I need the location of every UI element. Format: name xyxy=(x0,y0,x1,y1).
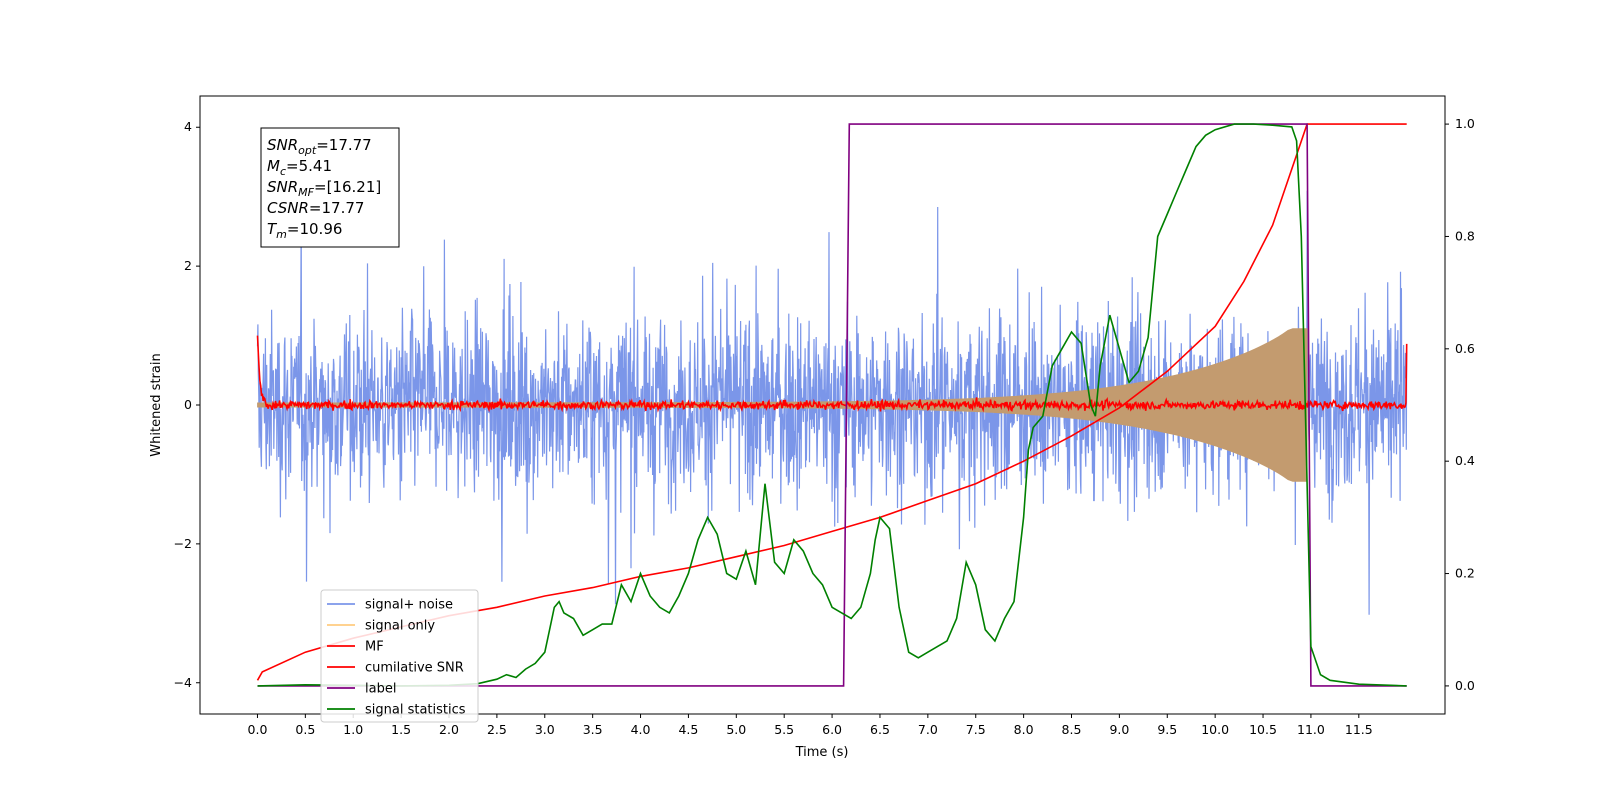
x-tick-label: 9.5 xyxy=(1157,722,1177,737)
y-tick-label: 0 xyxy=(184,397,192,412)
x-tick-label: 6.0 xyxy=(822,722,842,737)
x-tick-label: 0.5 xyxy=(295,722,315,737)
x-tick-label: 1.0 xyxy=(343,722,363,737)
y-axis-left: −4 −2 0 2 4 xyxy=(174,119,200,690)
x-tick-label: 1.5 xyxy=(391,722,411,737)
x-tick-label: 7.5 xyxy=(966,722,986,737)
legend-label: signal+ noise xyxy=(365,598,453,613)
y-tick-label: −2 xyxy=(174,536,192,551)
series-mf xyxy=(256,335,1408,413)
y-tick-label: 4 xyxy=(184,119,192,134)
x-tick-label: 4.0 xyxy=(631,722,651,737)
annotation-line: SNRopt=17.77 xyxy=(267,136,372,157)
x-tick-label: 10.0 xyxy=(1201,722,1229,737)
series-label xyxy=(257,123,1407,687)
annotation-line: Mc=5.41 xyxy=(267,157,332,178)
y-tick-label: 2 xyxy=(184,258,192,273)
legend-frame xyxy=(320,589,479,723)
legend: signal+ noise signal only MF cumilative SNR… xyxy=(320,589,479,723)
y2-tick-label: 0.8 xyxy=(1455,228,1475,243)
series-signal-statistics xyxy=(257,123,1407,687)
legend-label: label xyxy=(365,682,396,697)
x-tick-label: 5.0 xyxy=(726,722,746,737)
x-tick-label: 6.5 xyxy=(870,722,890,737)
x-tick-label: 2.0 xyxy=(439,722,459,737)
x-tick-label: 5.5 xyxy=(774,722,794,737)
y-axis-label: Whitened strain xyxy=(149,353,164,456)
annotation-line: CSNR=17.77 xyxy=(267,199,364,217)
x-tick-label: 3.0 xyxy=(535,722,555,737)
x-tick-label: 2.5 xyxy=(487,722,507,737)
annotation-box: SNRopt=17.77Mc=5.41SNRMF=[16.21]CSNR=17.… xyxy=(260,127,400,248)
x-tick-label: 11.5 xyxy=(1345,722,1373,737)
plot-area xyxy=(256,123,1408,687)
x-tick-label: 0.0 xyxy=(248,722,268,737)
legend-label: cumilative SNR xyxy=(365,661,464,676)
x-tick-label: 8.0 xyxy=(1014,722,1034,737)
annotation-line: SNRMF=[16.21] xyxy=(267,178,381,199)
legend-label: signal statistics xyxy=(365,703,466,718)
y-axis-right: 0.0 0.2 0.4 0.6 0.8 1.0 xyxy=(1445,116,1475,693)
y-tick-label: −4 xyxy=(174,675,192,690)
y2-tick-label: 1.0 xyxy=(1455,116,1475,131)
x-axis: 0.0 0.5 1.0 1.5 2.0 2.5 3.0 3.5 4.0 4.5 5.0 5.5 6.0 6… xyxy=(248,714,1373,737)
x-tick-label: 11.0 xyxy=(1297,722,1325,737)
annotation-line: Tm=10.96 xyxy=(267,220,342,241)
x-tick-label: 10.5 xyxy=(1249,722,1277,737)
legend-label: signal only xyxy=(365,619,435,634)
x-tick-label: 3.5 xyxy=(583,722,603,737)
y2-tick-label: 0.6 xyxy=(1455,341,1475,356)
y2-tick-label: 0.4 xyxy=(1455,453,1475,468)
x-tick-label: 9.0 xyxy=(1109,722,1129,737)
x-tick-label: 7.0 xyxy=(918,722,938,737)
annotation-frame xyxy=(260,127,400,248)
x-axis-label: Time (s) xyxy=(795,745,849,760)
x-tick-label: 4.5 xyxy=(678,722,698,737)
legend-label: MF xyxy=(365,640,384,655)
x-tick-label: 8.5 xyxy=(1062,722,1082,737)
y2-tick-label: 0.2 xyxy=(1455,566,1475,581)
y2-tick-label: 0.0 xyxy=(1455,678,1475,693)
